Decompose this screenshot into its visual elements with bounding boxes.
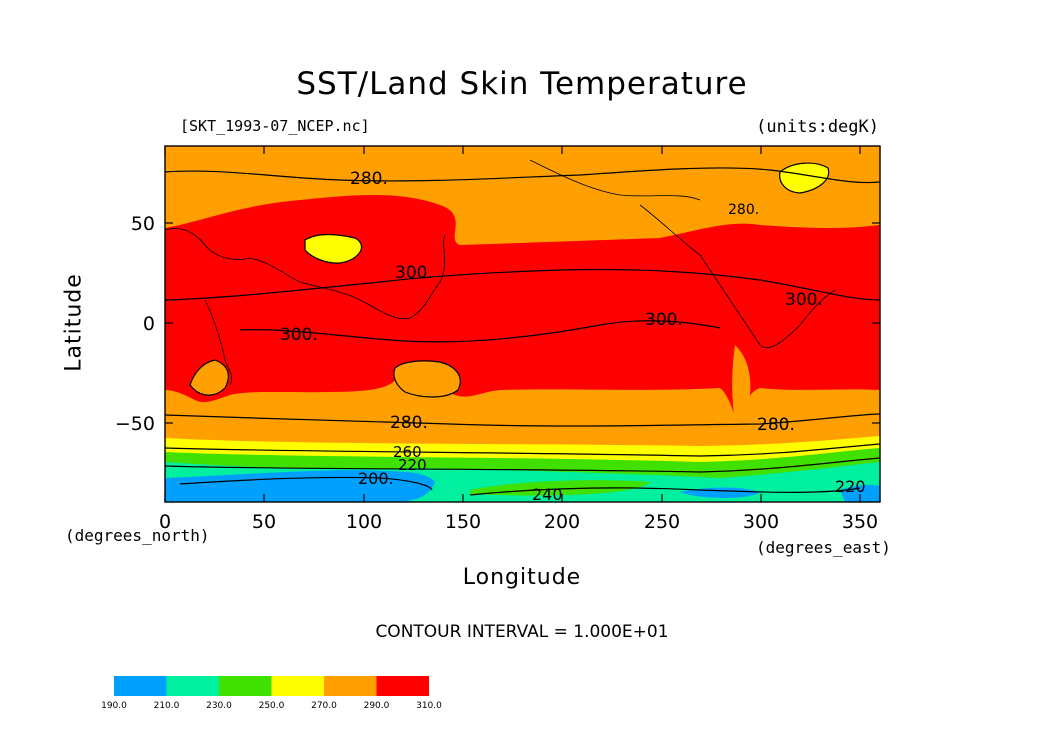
contour-label: 300. — [280, 325, 318, 345]
x-tick-label: 100 — [346, 511, 382, 533]
colorbar-label: 310.0 — [416, 701, 442, 711]
y-tick-labels: 50 0 −50 — [115, 213, 155, 435]
colorbar-swatch — [219, 676, 272, 696]
contour-label: 280. — [350, 169, 388, 189]
land-patch-andes — [732, 345, 751, 432]
x-tick-label: 50 — [252, 511, 276, 533]
x-axis-units: (degrees_east) — [756, 538, 891, 557]
y-tick-label: −50 — [115, 413, 155, 435]
colorbar-label: 270.0 — [311, 701, 337, 711]
colorbar-swatch — [376, 676, 429, 696]
x-tick-label: 250 — [644, 511, 680, 533]
y-tick-label: 50 — [131, 213, 155, 235]
colorbar-labels: 190.0 210.0 230.0 250.0 270.0 290.0 310.0 — [101, 701, 442, 711]
contour-label: 300. — [645, 310, 683, 330]
x-tick-label: 200 — [544, 511, 580, 533]
contour-label: 200. — [358, 469, 394, 488]
contour-label: 220 — [398, 456, 427, 474]
y-axis-units: (degrees_north) — [65, 526, 210, 545]
x-axis-title: Longitude — [462, 565, 582, 590]
colorbar-swatches — [114, 676, 429, 696]
colorbar-swatch — [166, 676, 219, 696]
units-label: (units:degK) — [756, 117, 879, 137]
contour-label: 280. — [757, 415, 795, 435]
tick-marks — [164, 146, 880, 502]
contour-label: 280. — [390, 413, 428, 433]
colorbar-label: 250.0 — [259, 701, 285, 711]
colorbar-label: 190.0 — [101, 701, 127, 711]
file-label: [SKT_1993-07_NCEP.nc] — [180, 117, 370, 135]
colorbar-label: 210.0 — [154, 701, 180, 711]
land-patch-tibet — [305, 234, 362, 264]
plot-title: SST/Land Skin Temperature — [296, 66, 748, 102]
x-tick-label: 150 — [445, 511, 481, 533]
colorbar-label: 290.0 — [364, 701, 390, 711]
x-tick-label: 300 — [743, 511, 779, 533]
colorbar-label: 230.0 — [206, 701, 232, 711]
contour-label: 260 — [393, 443, 422, 461]
contour-label: 220 — [835, 477, 866, 496]
y-tick-label: 0 — [143, 313, 155, 335]
colorbar-swatch — [114, 676, 167, 696]
contour-interval-label: CONTOUR INTERVAL = 1.000E+01 — [375, 622, 669, 642]
contour-label: 280. — [728, 202, 759, 218]
x-tick-label: 0 — [159, 511, 171, 533]
contour-label: 300. — [785, 290, 823, 310]
land-patch-greenland — [779, 163, 829, 193]
colorbar-swatch — [271, 676, 324, 696]
contour-lines — [165, 162, 880, 496]
land-patch-australia — [393, 360, 461, 397]
plot-frame — [164, 145, 881, 503]
contour-label: 240 — [532, 485, 563, 504]
x-tick-labels: 0 50 100 150 200 250 300 350 — [159, 511, 878, 533]
coastlines — [165, 159, 836, 386]
colorbar-swatch — [324, 676, 377, 696]
contour-label-group: 280. 280. 300. 300. 300. 300. 280. 280. … — [280, 169, 866, 504]
x-tick-label: 350 — [842, 511, 878, 533]
contour-label: 300. — [395, 263, 433, 283]
